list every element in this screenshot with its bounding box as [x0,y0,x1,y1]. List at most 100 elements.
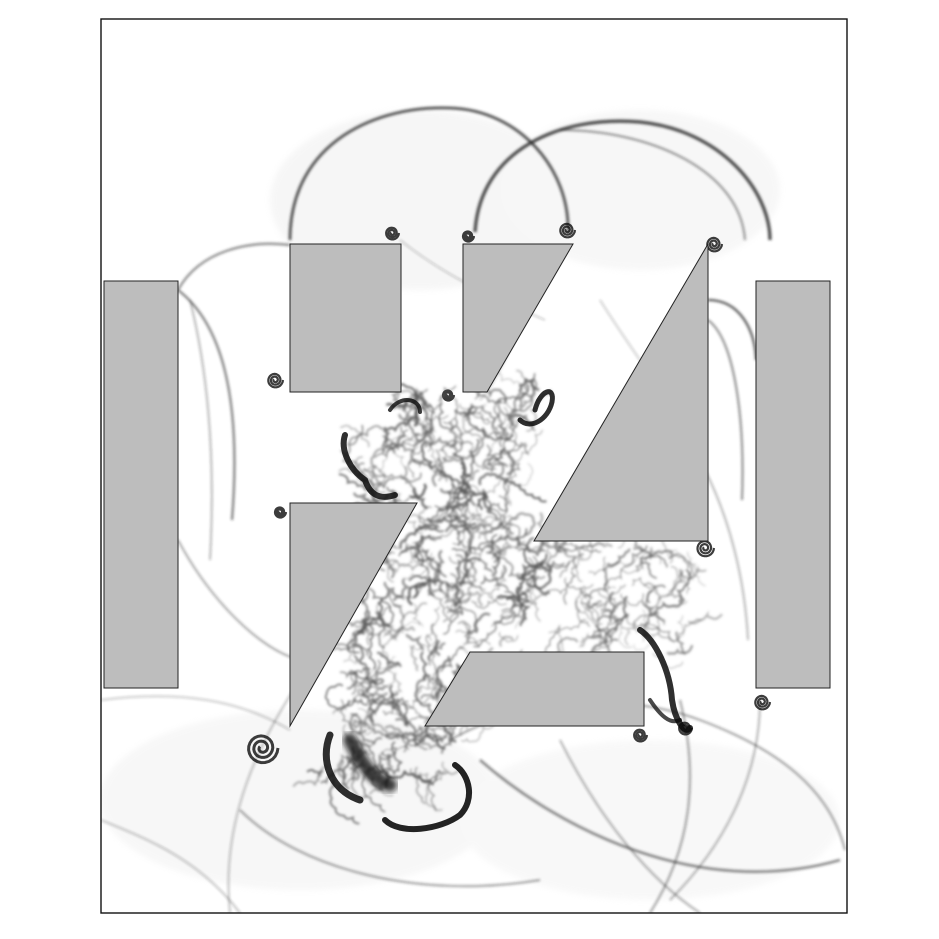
mixing-filament [445,511,481,535]
wave-arc [177,289,236,521]
vortex-spiral [385,226,401,241]
mixing-filament [369,656,396,675]
mixing-filament [661,600,688,608]
mixing-filament [391,388,420,410]
mixing-filament [420,650,429,682]
mixing-filament [456,568,492,599]
mixing-filament [443,584,464,602]
mixing-filament [438,402,456,430]
mixing-filament [468,427,510,439]
wave-arc [479,759,841,873]
mixing-filament [516,369,529,392]
mixing-filament [600,596,628,615]
mixing-filament [419,556,447,578]
obstacle-upper-right-wedge [533,242,709,542]
mixing-filament [499,582,526,618]
mixing-filament [640,560,657,580]
mixing-filament [436,549,446,593]
mixing-filament [414,674,434,715]
mixing-filament [375,766,432,783]
mixing-filament [408,458,428,469]
mixing-filament [631,577,655,589]
mixing-filament [371,470,422,483]
mixing-filament [592,585,612,609]
mixing-filament [456,523,493,536]
mixing-filament [643,582,661,609]
mixing-filament [413,535,443,559]
mixing-filament [414,766,426,805]
mixing-filament [420,400,436,433]
mixing-filament [497,399,507,432]
mixing-filament [426,515,477,527]
mixing-filament [339,756,349,780]
wave-arc [669,699,761,901]
mixing-filament [597,584,627,599]
mixing-filament [347,622,382,650]
mixing-filament [477,558,509,590]
mixing-filament [407,444,424,479]
vortex-spiral [461,230,476,243]
mixing-filament [331,642,369,656]
mixing-filament [337,759,346,780]
mixing-filament [410,644,420,672]
mixing-filament [351,678,386,696]
mixing-filament [448,503,461,547]
wave-arc [177,242,291,291]
mixing-filament [480,564,507,585]
mixing-filament [427,589,449,619]
mixing-filament [366,623,376,670]
wave-arc [559,739,701,913]
mixing-filament [420,694,439,702]
mixing-filament [416,724,442,751]
mixing-filament [384,724,405,738]
mixing-filament [386,560,399,583]
mixing-filament [585,596,598,624]
mixing-filament [398,413,421,442]
mixing-filament [490,567,507,606]
mixing-filament [646,584,666,604]
mixing-filament [651,608,660,635]
mixing-filament [439,483,454,512]
mixing-filament [425,634,441,688]
mixing-filament [428,622,441,666]
mixing-filament [353,621,382,637]
mixing-filament [592,608,602,644]
mixing-filament [491,553,501,576]
mixing-filament [347,424,388,446]
mixing-boundary [322,389,693,833]
mixing-filament [487,441,527,465]
mixing-filament [686,560,701,581]
mixing-filament [306,769,324,778]
mixing-filament [423,414,449,452]
mixing-filament [428,444,444,479]
obstacle-right-bar [755,280,831,689]
mixing-filament [510,569,546,580]
mixing-filament [339,667,371,680]
mixing-filament [507,512,536,536]
mixing-filament [439,485,477,507]
mixing-filament [411,603,420,626]
wave-arc [704,469,749,641]
mixing-filament [383,581,402,599]
mixing-filament [580,598,616,611]
mixing-filament [460,723,496,743]
mixing-filament [589,627,609,638]
obstacle-upper-middle-wedge [462,243,574,393]
mixing-filament [462,403,496,422]
mixing-filament [401,733,443,746]
mixing-filament [495,392,526,403]
mixing-filament [639,550,662,570]
mixing-filament [424,435,458,452]
mixing-filament [406,582,427,606]
wave-arc [707,298,758,361]
mixing-filament [399,523,438,550]
mixing-filament [669,555,693,576]
corner-vortices [247,222,772,765]
mixing-filament [441,426,487,463]
mixing-filament [501,597,527,620]
mixing-filament [395,717,418,748]
mixing-filament [370,443,386,484]
mixing-filament [398,465,419,500]
mixing-filament [441,439,474,451]
mixing-filament [523,537,548,567]
